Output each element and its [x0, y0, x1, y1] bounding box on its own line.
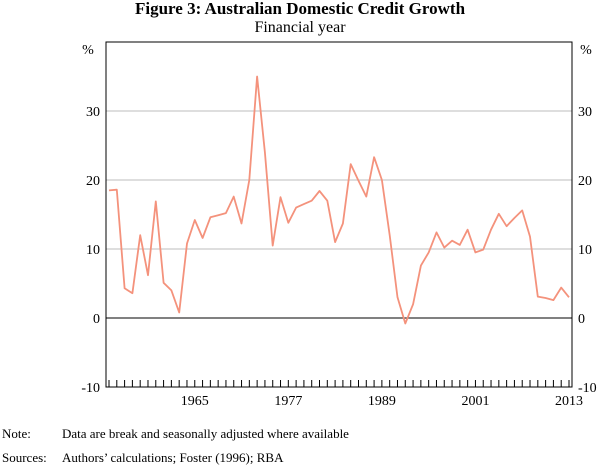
x-axis-labels: 1965 1977 1989 2001 2013 — [181, 394, 583, 409]
note-text: Data are break and seasonally adjusted w… — [62, 426, 349, 441]
plot-frame — [105, 41, 573, 388]
x-axis-ticks — [108, 380, 570, 387]
x-tick-label: 1977 — [274, 394, 302, 409]
series-layer — [108, 75, 570, 325]
sources-label: Sources: — [2, 450, 47, 465]
x-tick-label: 2001 — [461, 394, 489, 409]
x-tick-label: 1989 — [368, 394, 396, 409]
y-tick-label-right: -10 — [578, 381, 597, 396]
y-tick-label-right: 30 — [578, 105, 592, 120]
sources-line: Sources: Authors’ calculations; Foster (1… — [2, 450, 283, 465]
y-unit-left: % — [82, 43, 94, 58]
gridlines — [106, 110, 572, 319]
x-tick-label: 1965 — [181, 394, 209, 409]
sources-text: Authors’ calculations; Foster (1996); RB… — [62, 450, 284, 465]
y-tick-label-left: -10 — [81, 381, 100, 396]
y-tick-label-left: 0 — [93, 312, 100, 327]
note-label: Note: — [2, 426, 31, 441]
y-tick-label-right: 20 — [578, 174, 592, 189]
note-line: Note: Data are break and seasonally adjus… — [2, 426, 349, 441]
y-axis-labels: -10 -10 0 0 10 10 20 20 30 30 — [81, 105, 596, 396]
y-tick-label-left: 20 — [86, 174, 100, 189]
y-tick-label-right: 0 — [578, 312, 585, 327]
chart-title: Figure 3: Australian Domestic Credit Gro… — [134, 0, 466, 18]
y-tick-label-left: 10 — [86, 243, 100, 258]
credit-growth-line — [108, 75, 570, 325]
x-tick-label: 2013 — [555, 394, 583, 409]
y-tick-label-right: 10 — [578, 243, 592, 258]
chart-subtitle: Financial year — [254, 19, 346, 36]
y-tick-label-left: 30 — [86, 105, 100, 120]
y-unit-right: % — [580, 43, 592, 58]
